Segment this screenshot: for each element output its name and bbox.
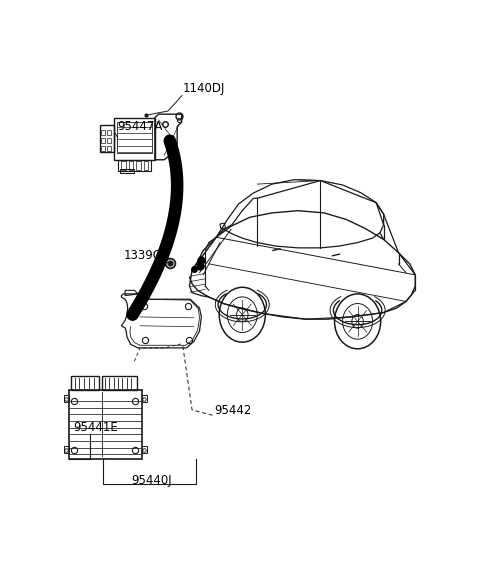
Text: 95440J: 95440J xyxy=(131,474,171,488)
Text: 95441E: 95441E xyxy=(73,421,118,434)
Bar xyxy=(136,161,141,170)
Bar xyxy=(107,145,110,151)
Bar xyxy=(107,129,110,135)
Bar xyxy=(129,161,133,170)
Bar xyxy=(101,129,105,135)
Bar xyxy=(144,161,148,170)
Text: 95442: 95442 xyxy=(215,404,252,416)
Bar xyxy=(107,137,110,143)
Bar xyxy=(64,395,69,402)
Bar xyxy=(121,161,126,170)
Bar xyxy=(142,446,147,453)
Bar xyxy=(101,137,105,143)
Text: 1339CC: 1339CC xyxy=(123,248,169,262)
Bar xyxy=(142,395,147,402)
Text: 1140DJ: 1140DJ xyxy=(183,82,225,95)
Bar xyxy=(101,145,105,151)
Bar xyxy=(64,446,69,453)
Text: 95447A: 95447A xyxy=(118,120,163,133)
